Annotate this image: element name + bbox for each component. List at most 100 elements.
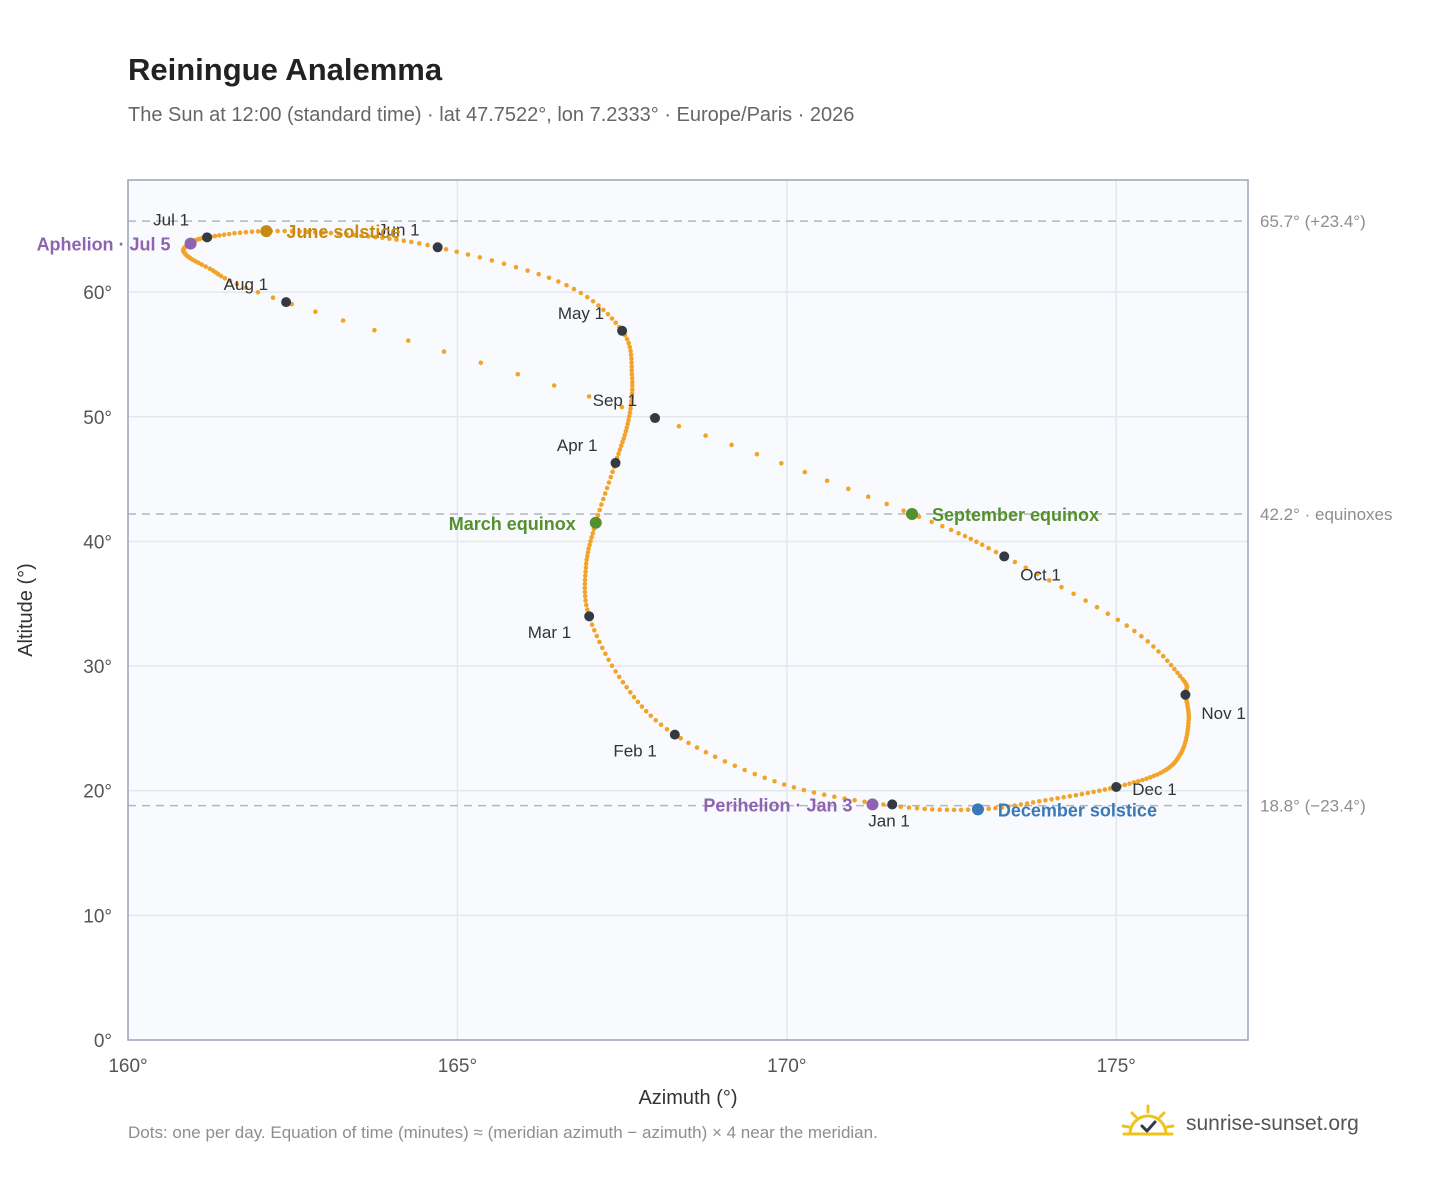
daily-dot (624, 336, 630, 342)
daily-dot (588, 538, 593, 544)
daily-dot (629, 391, 635, 396)
daily-dot (583, 598, 588, 603)
event-label: September equinox (932, 505, 1099, 525)
daily-dot (590, 299, 596, 304)
daily-dot (196, 260, 201, 266)
daily-dot (546, 275, 552, 281)
chart-title: Reiningue Analemma (128, 52, 443, 87)
daily-dot (842, 796, 847, 801)
daily-dot (515, 371, 521, 377)
daily-dot (1168, 662, 1174, 668)
brand-name[interactable]: sunrise-sunset.org (1186, 1112, 1359, 1135)
daily-dot (1085, 790, 1091, 796)
y-tick-label: 30° (83, 657, 112, 678)
daily-dot (289, 229, 295, 234)
daily-dot (846, 486, 851, 492)
daily-dot (626, 414, 632, 419)
reference-lines: 65.7° (+23.4°) 42.2° · equinoxes 18.8° (−2… (128, 212, 1393, 816)
daily-dot (965, 807, 971, 812)
daily-dot (501, 261, 507, 267)
daily-dot (772, 779, 777, 784)
event-marker (589, 516, 602, 529)
daily-dot (465, 252, 471, 257)
brand-logo[interactable]: sunrise-sunset.org (1120, 1104, 1359, 1144)
daily-dot (249, 229, 255, 234)
daily-dot (631, 694, 637, 700)
daily-dot (616, 451, 621, 457)
daily-dot (425, 242, 430, 248)
daily-dot (884, 501, 889, 507)
daily-dot (791, 785, 797, 790)
daily-dot (582, 577, 588, 583)
daily-dot (551, 383, 557, 388)
daily-dot (1124, 623, 1129, 628)
daily-dot (1115, 617, 1121, 623)
daily-dot (979, 542, 985, 548)
month-marker (650, 413, 661, 424)
daily-dot (629, 375, 635, 381)
daily-dot (571, 286, 577, 292)
daily-dot (340, 318, 346, 323)
daily-dot (623, 429, 629, 434)
sun-icon (1121, 1104, 1175, 1136)
daily-dot (328, 230, 334, 236)
daily-dot (417, 241, 422, 246)
y-tick-label: 50° (83, 408, 112, 429)
daily-dot (336, 231, 342, 236)
month-marker (281, 297, 292, 308)
daily-dot (604, 485, 610, 491)
daily-dot (658, 722, 664, 728)
daily-dot (1145, 639, 1150, 644)
daily-dot (359, 233, 364, 238)
month-label: Mar 1 (528, 623, 571, 642)
daily-dot (1132, 628, 1137, 634)
daily-dot (380, 235, 385, 241)
event-marker (184, 237, 197, 250)
daily-dot (1043, 798, 1048, 803)
daily-dot (1140, 777, 1145, 783)
daily-dot (226, 231, 232, 237)
daily-dot (394, 237, 399, 242)
daily-dot (582, 581, 588, 587)
daily-dot (968, 536, 974, 542)
daily-dot (627, 344, 633, 350)
daily-dot (222, 276, 228, 281)
daily-dot (1165, 658, 1170, 664)
daily-dot (582, 589, 588, 595)
month-label: Feb 1 (613, 742, 656, 761)
daily-dot (624, 685, 629, 690)
daily-dot (676, 423, 682, 429)
daily-dot (351, 232, 357, 238)
daily-dot (409, 239, 414, 245)
reference-line-label: 42.2° · equinoxes (1260, 505, 1393, 524)
daily-dot (898, 804, 904, 809)
daily-dot (601, 307, 606, 313)
y-tick-label: 20° (83, 782, 112, 803)
daily-dot (583, 565, 589, 571)
daily-dot (986, 806, 991, 812)
daily-dot (742, 767, 747, 773)
daily-dot (653, 718, 658, 723)
y-tick-label: 10° (83, 906, 112, 927)
daily-dot (584, 602, 589, 608)
daily-dot (366, 234, 371, 239)
daily-dot (583, 573, 588, 579)
daily-dot (762, 775, 767, 781)
daily-dot (1018, 802, 1024, 807)
daily-dot (1023, 565, 1029, 571)
event-marker (260, 225, 273, 238)
daily-dot (1012, 559, 1018, 565)
daily-dot (489, 258, 495, 263)
daily-dot (312, 229, 318, 235)
daily-dot (703, 433, 708, 438)
daily-dot (629, 398, 634, 404)
daily-dot (678, 736, 683, 741)
plot-frame (127, 179, 1249, 1041)
daily-dot (993, 549, 999, 555)
daily-dot (606, 480, 612, 485)
daily-dot (779, 461, 784, 466)
daily-dot (1006, 804, 1011, 809)
daily-dot (594, 633, 600, 639)
daily-dot (596, 303, 601, 308)
